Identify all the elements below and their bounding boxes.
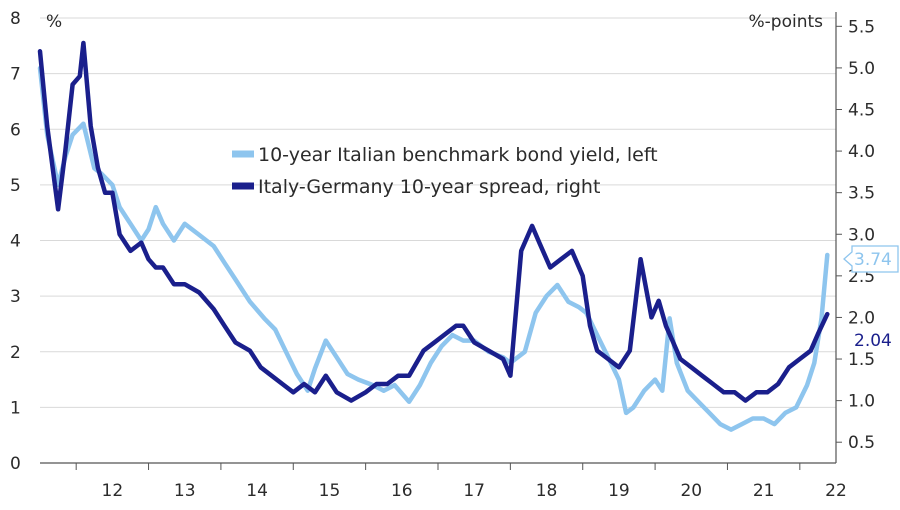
x-tick-label: 16 xyxy=(391,481,413,501)
right-tick-label: 1.5 xyxy=(848,350,875,370)
end-label-yield-value: 3.74 xyxy=(854,250,892,270)
x-tick-label: 12 xyxy=(102,481,124,501)
x-tick-label: 18 xyxy=(536,481,558,501)
x-axis-ticks: 12 13 14 15 16 17 18 19 20 21 22 xyxy=(75,463,847,501)
right-axis-unit: %-points xyxy=(749,12,824,32)
left-tick-label: 0 xyxy=(10,454,21,474)
right-tick-label: 3.5 xyxy=(848,184,875,204)
left-tick-label: 8 xyxy=(10,9,21,29)
x-tick-label: 22 xyxy=(825,481,847,501)
x-tick-label: 14 xyxy=(246,481,268,501)
right-tick-label: 0.5 xyxy=(848,433,875,453)
left-tick-label: 1 xyxy=(10,398,21,418)
right-tick-label: 5.5 xyxy=(848,17,875,37)
right-tick-label: 5.0 xyxy=(848,59,875,79)
x-tick-label: 17 xyxy=(463,481,485,501)
end-label-yield-box xyxy=(843,245,899,273)
left-tick-label: 3 xyxy=(10,287,21,307)
left-axis-ticks: 0 1 2 3 4 5 6 7 8 xyxy=(10,9,21,474)
series-line-yield xyxy=(37,65,830,432)
legend: 10-year Italian benchmark bond yield, le… xyxy=(232,144,658,198)
x-tick-label: 15 xyxy=(319,481,341,501)
x-tick-label: 13 xyxy=(174,481,196,501)
x-tick-label: 19 xyxy=(608,481,630,501)
left-tick-label: 5 xyxy=(10,176,21,196)
legend-label-yield: 10-year Italian benchmark bond yield, le… xyxy=(258,144,658,166)
x-tick-label: 20 xyxy=(680,481,702,501)
end-label-spread-value: 2.04 xyxy=(854,331,892,351)
right-tick-label: 2.0 xyxy=(848,308,875,328)
end-label-spread: 2.04 xyxy=(854,331,892,351)
left-tick-label: 6 xyxy=(10,120,21,140)
series-layer xyxy=(37,40,830,432)
right-tick-label: 4.5 xyxy=(848,100,875,120)
right-tick-label: 3.0 xyxy=(848,225,875,245)
legend-label-spread: Italy-Germany 10-year spread, right xyxy=(258,176,600,198)
x-tick-label: 21 xyxy=(753,481,775,501)
left-tick-label: 4 xyxy=(10,232,21,252)
left-tick-label: 7 xyxy=(10,65,21,85)
series-line-spread xyxy=(37,40,830,403)
right-tick-label: 1.0 xyxy=(848,392,875,412)
left-axis-unit: % xyxy=(46,12,62,32)
end-label-yield: 3.74 xyxy=(843,245,899,273)
right-axis-ticks: 0.51.01.52.02.53.03.54.04.55.05.5 xyxy=(836,17,875,453)
right-tick-label: 4.0 xyxy=(848,142,875,162)
left-tick-label: 2 xyxy=(10,343,21,363)
